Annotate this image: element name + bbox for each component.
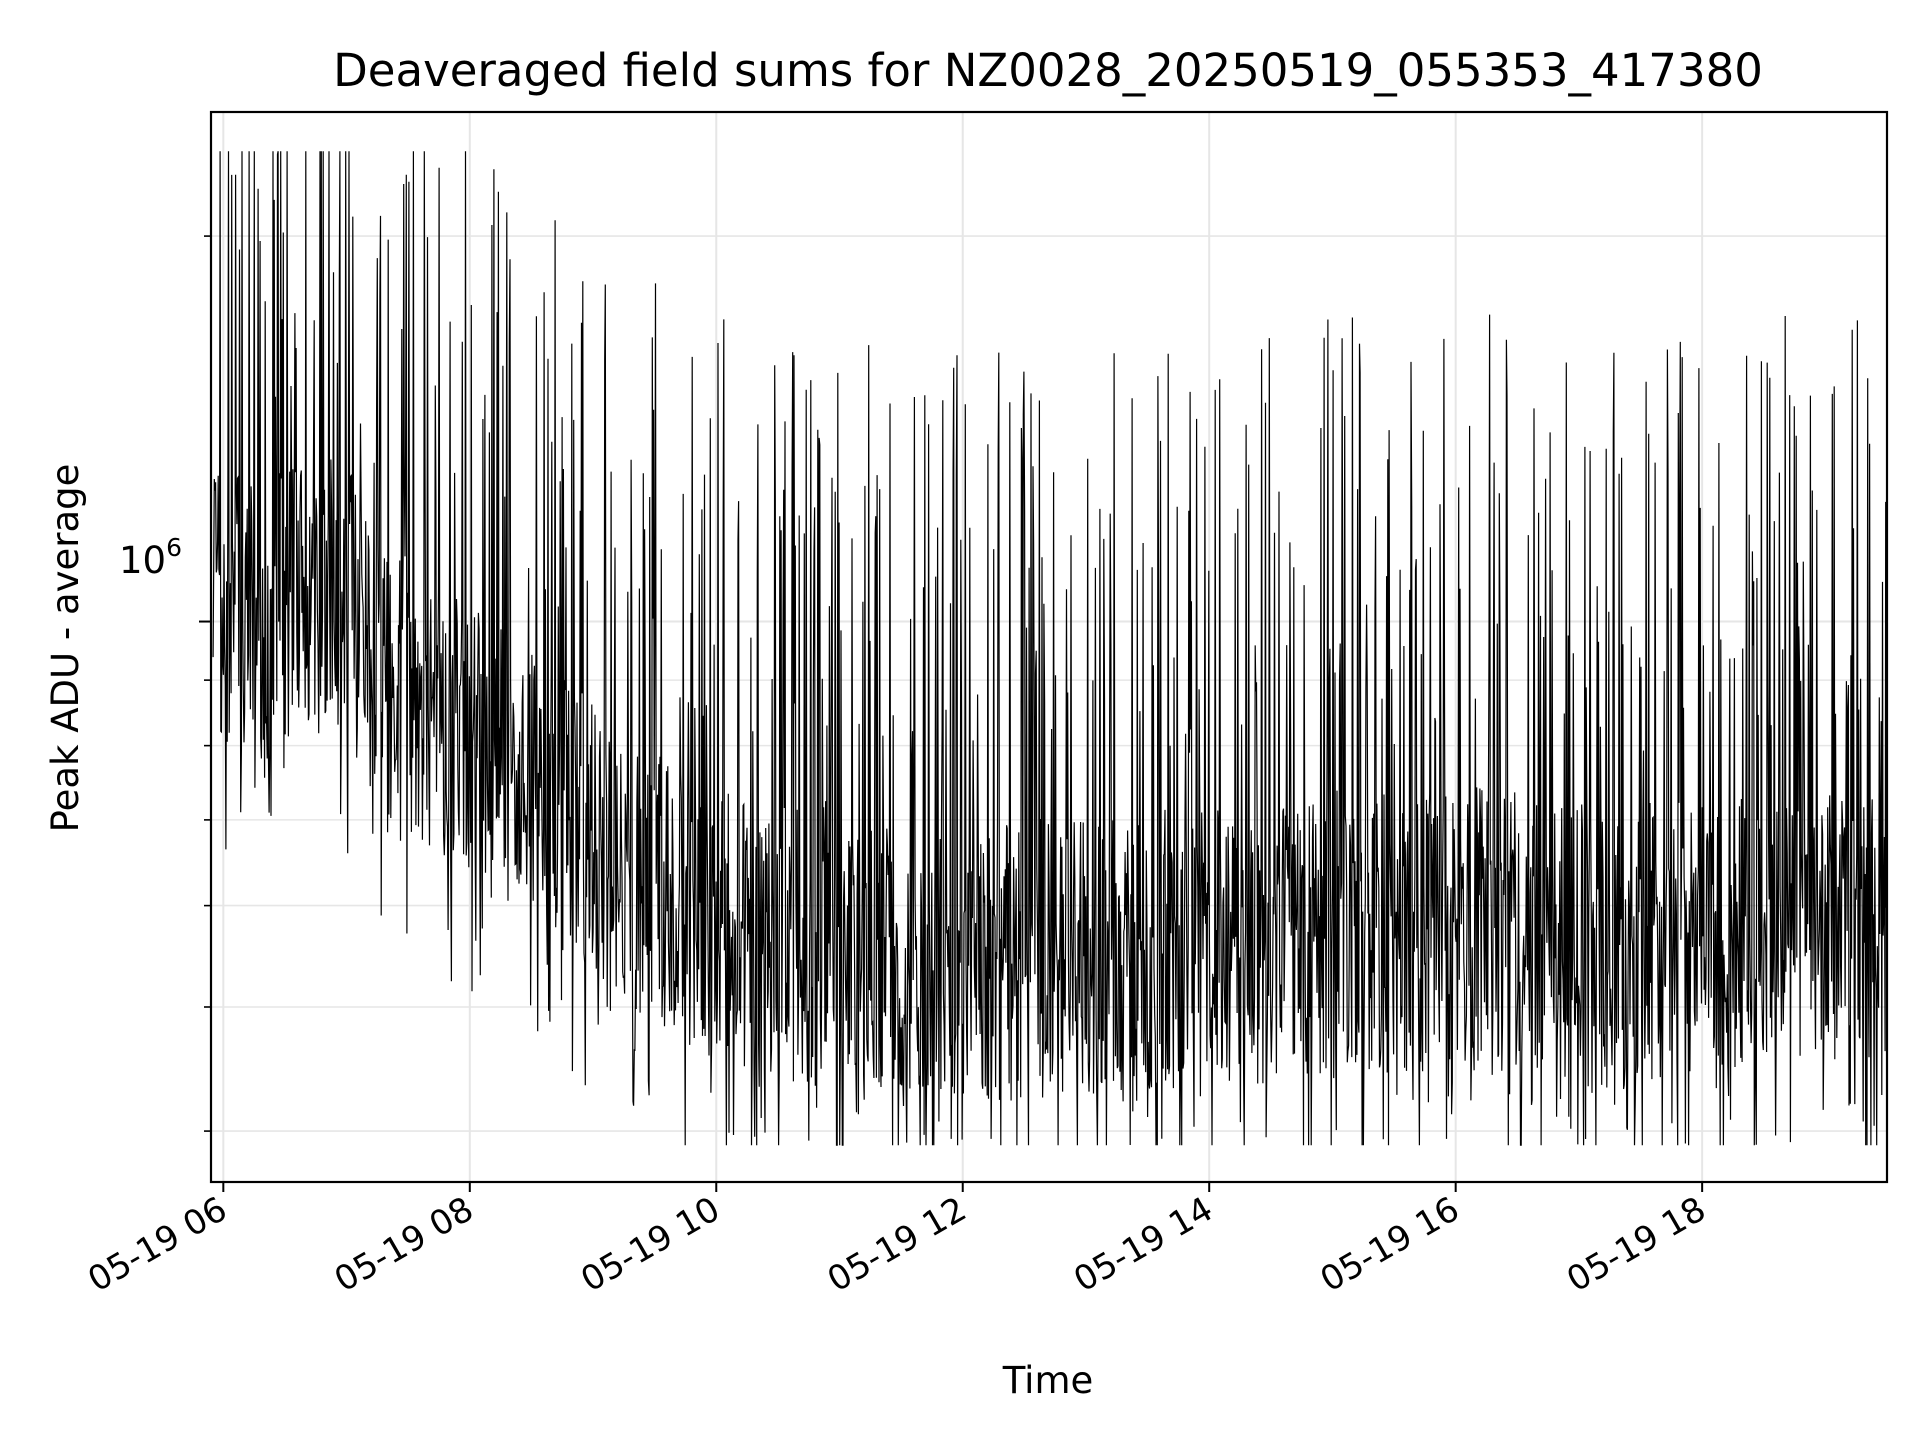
x-tick-label: 05-19 10 [574, 1189, 726, 1300]
x-tick-label: 05-19 16 [1314, 1189, 1466, 1300]
x-tick-label: 05-19 06 [81, 1189, 233, 1300]
y-tick-base: 10 [119, 539, 166, 582]
x-tick-label: 05-19 12 [821, 1189, 973, 1300]
x-ticks: 05-19 06 05-19 08 05-19 10 05-19 12 05-19 14… [81, 1182, 1713, 1300]
y-tick-label-1e6: 106 [119, 533, 182, 582]
y-ticks [199, 235, 211, 1132]
x-tick-label: 05-19 08 [328, 1189, 480, 1300]
x-axis-label: Time [1002, 1359, 1094, 1402]
plot-frame [209, 110, 1889, 1184]
x-tick-label: 05-19 18 [1560, 1189, 1712, 1300]
data-series-line [212, 151, 1888, 1146]
y-tick-exponent: 6 [166, 533, 182, 562]
x-tick-label: 05-19 14 [1067, 1189, 1219, 1300]
chart-title: Deaveraged field sums for NZ0028_2025051… [333, 44, 1763, 97]
y-axis-label: Peak ADU - average [44, 464, 87, 833]
series-path [212, 151, 1888, 1146]
